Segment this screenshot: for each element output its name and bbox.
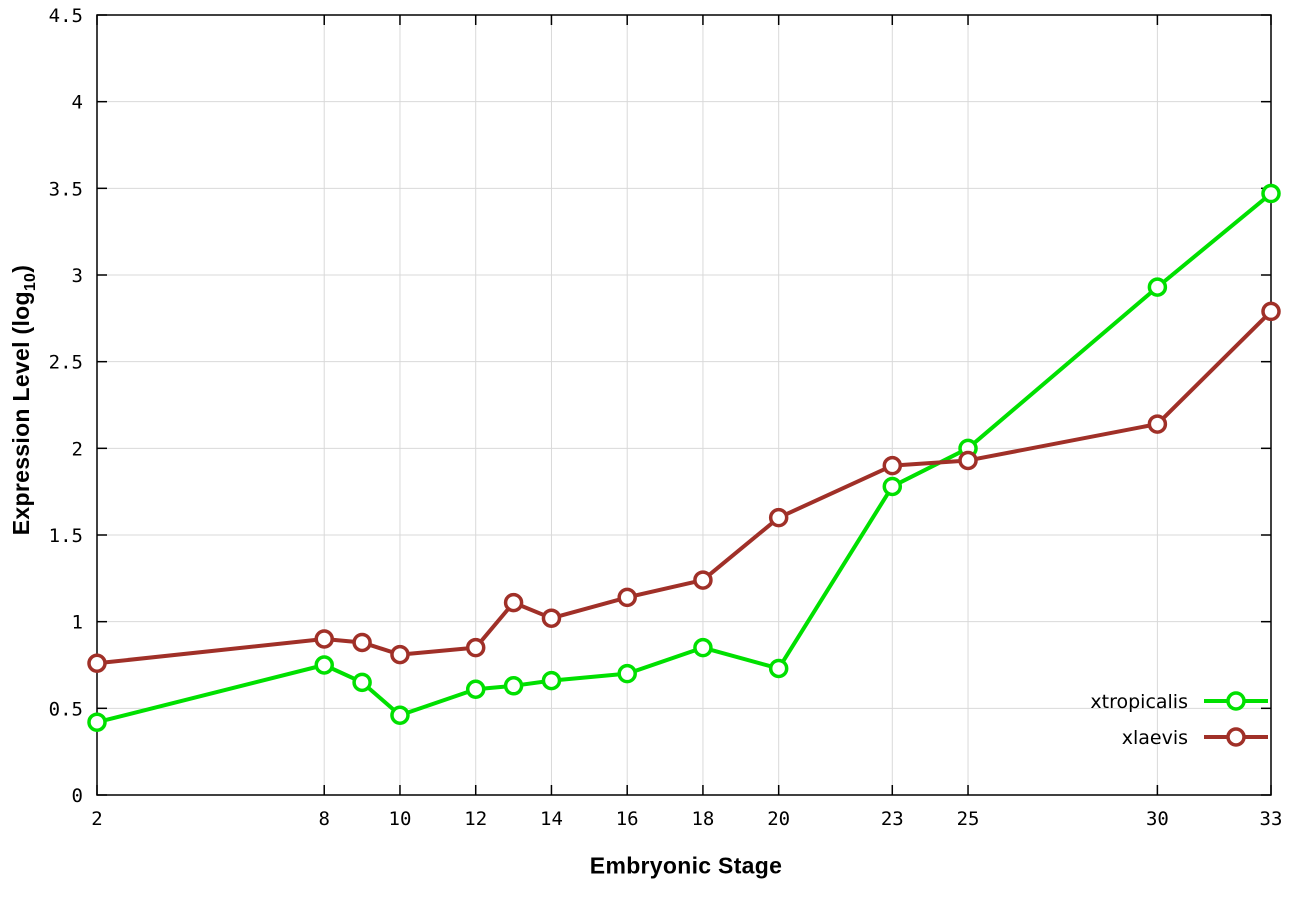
x-tick-label: 18: [691, 808, 714, 830]
y-tick-label: 0: [72, 785, 83, 807]
x-tick-labels: 2 8 10 12 14 16 18 20 23 25 30 33: [91, 808, 1282, 830]
data-point: [958, 450, 978, 471]
x-tick-label: 33: [1260, 808, 1283, 830]
data-point: [1261, 301, 1281, 322]
data-point: [882, 455, 903, 476]
x-tick-label: 8: [318, 808, 329, 830]
legend-label-xlaevis: xlaevis: [1122, 727, 1188, 749]
data-point: [465, 637, 486, 658]
y-tick-label: 3.5: [49, 178, 83, 200]
data-point: [693, 570, 713, 590]
data-point: [352, 632, 372, 653]
y-axis-title-subscript: 10: [21, 272, 39, 292]
x-tick-label: 2: [91, 808, 102, 830]
data-point: [1261, 183, 1281, 204]
y-axis-title-text: Expression Level (log: [8, 291, 35, 536]
x-tick-label: 25: [957, 808, 980, 830]
series-xtropicalis: [87, 183, 1281, 732]
tick-marks: [96, 14, 1272, 796]
data-point: [768, 507, 789, 528]
data-point: [465, 679, 486, 700]
y-tick-label: 1: [72, 612, 83, 634]
x-tick-label: 30: [1146, 808, 1169, 830]
y-tick-label: 1.5: [49, 525, 83, 547]
y-tick-label: 4.5: [49, 5, 83, 27]
data-point: [314, 655, 334, 675]
data-point: [541, 670, 562, 691]
data-point: [1147, 414, 1168, 434]
data-point: [882, 476, 903, 497]
plot-border: [96, 14, 1272, 796]
y-tick-label: 2.5: [49, 352, 83, 374]
legend: xtropicalis xlaevis: [1090, 691, 1268, 749]
data-point: [768, 658, 789, 679]
data-point: [693, 637, 713, 658]
data-point: [390, 644, 410, 665]
x-tick-label: 14: [540, 808, 563, 830]
series-line: [95, 309, 1273, 666]
legend-marker: [1226, 691, 1246, 711]
y-axis-title-suffix: ): [8, 264, 35, 273]
x-tick-label: 16: [616, 808, 639, 830]
x-tick-label: 23: [881, 808, 904, 830]
x-tick-label: 20: [767, 808, 790, 830]
legend-label-xtropicalis: xtropicalis: [1090, 691, 1188, 713]
y-axis-title: Expression Level (log10): [8, 265, 40, 535]
y-tick-label: 3: [72, 265, 83, 287]
y-tick-labels: 0 0.5 1 1.5 2 2.5 3 3.5 4 4.5: [49, 5, 83, 807]
data-point: [503, 676, 524, 696]
data-point: [390, 705, 410, 726]
y-tick-label: 2: [72, 438, 83, 460]
data-point: [314, 629, 334, 649]
data-point: [617, 663, 637, 684]
data-point: [617, 587, 637, 608]
x-tick-label: 10: [389, 808, 412, 830]
y-tick-label: 0.5: [49, 698, 83, 720]
data-point: [87, 653, 107, 674]
data-point: [503, 592, 524, 613]
data-point: [541, 608, 562, 628]
x-tick-label: 12: [464, 808, 487, 830]
x-axis-title: Embryonic Stage: [589, 852, 783, 879]
data-point: [352, 672, 372, 693]
series-xlaevis: [87, 301, 1281, 674]
legend-marker: [1226, 727, 1246, 747]
data-point: [87, 712, 107, 732]
y-tick-label: 4: [72, 92, 83, 114]
data-point: [1147, 277, 1168, 297]
